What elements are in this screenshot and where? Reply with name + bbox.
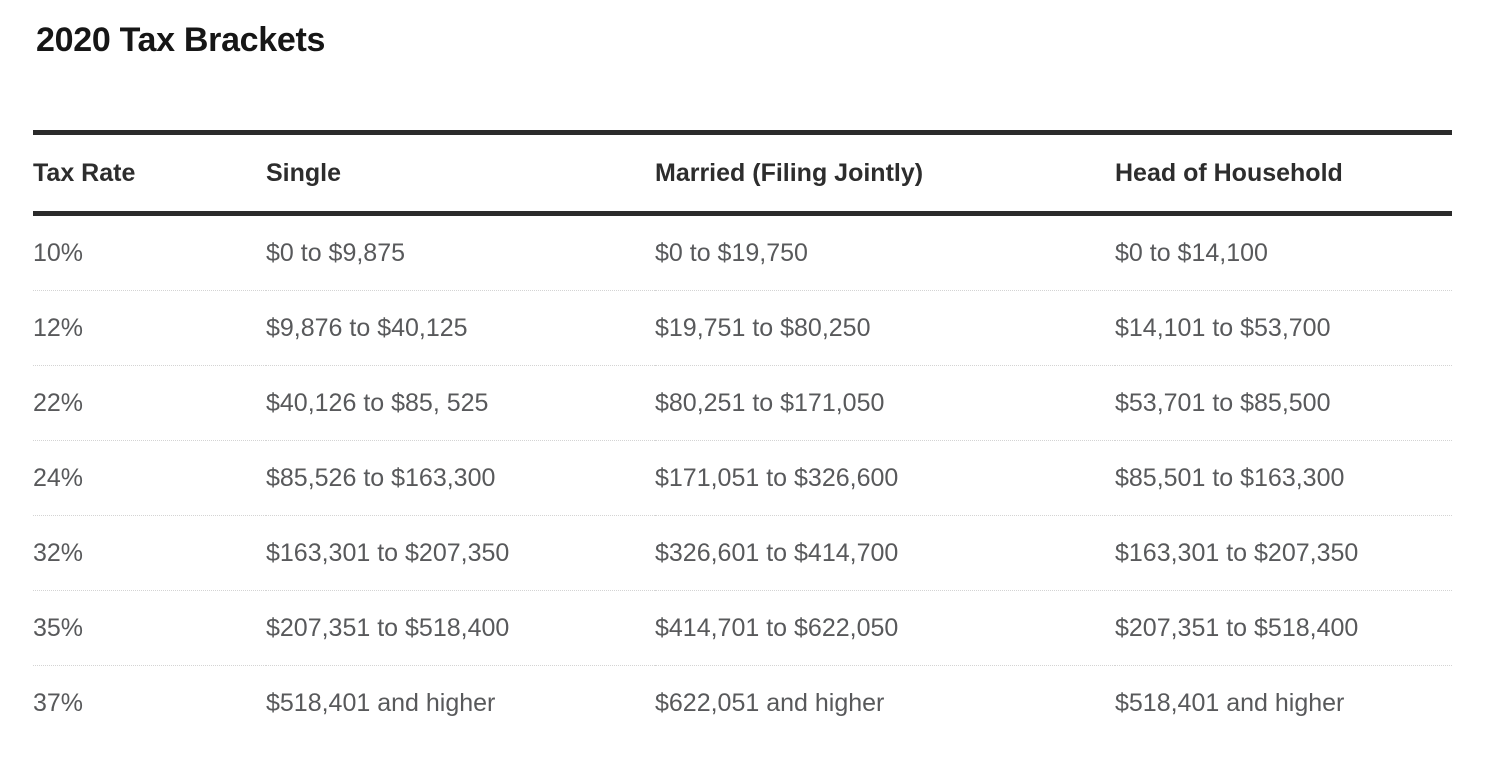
tax-rate-cell: 24% [33,440,266,516]
head-of-household-cell: $14,101 to $53,700 [1115,290,1452,366]
table-row: 32% $163,301 to $207,350 $326,601 to $41… [33,515,1452,591]
column-header-head-of-household: Head of Household [1115,132,1452,216]
single-range-cell: $40,126 to $85, 525 [266,365,655,441]
tax-brackets-table: Tax Rate Single Married (Filing Jointly)… [33,130,1452,740]
head-of-household-cell: $163,301 to $207,350 [1115,515,1452,591]
page-title: 2020 Tax Brackets [36,21,326,59]
head-of-household-cell: $207,351 to $518,400 [1115,590,1452,666]
table-row: 10% $0 to $9,875 $0 to $19,750 $0 to $14… [33,213,1452,291]
table-row: 22% $40,126 to $85, 525 $80,251 to $171,… [33,365,1452,441]
single-range-cell: $163,301 to $207,350 [266,515,655,591]
tax-rate-cell: 12% [33,290,266,366]
head-of-household-cell: $85,501 to $163,300 [1115,440,1452,516]
married-range-cell: $80,251 to $171,050 [655,365,1115,441]
head-of-household-cell: $0 to $14,100 [1115,213,1452,291]
table-row: 12% $9,876 to $40,125 $19,751 to $80,250… [33,290,1452,366]
single-range-cell: $85,526 to $163,300 [266,440,655,516]
head-of-household-cell: $518,401 and higher [1115,688,1345,717]
single-range-cell: $207,351 to $518,400 [266,590,655,666]
tax-rate-cell: 32% [33,515,266,591]
head-of-household-cell: $53,701 to $85,500 [1115,365,1452,441]
tax-rate-cell: 37% [33,688,84,717]
table-body: 10% $0 to $9,875 $0 to $19,750 $0 to $14… [33,213,1452,741]
table-row: 24% $85,526 to $163,300 $171,051 to $326… [33,440,1452,516]
table-row: 35% $207,351 to $518,400 $414,701 to $62… [33,590,1452,666]
tax-rate-cell: 22% [33,365,266,441]
single-range-cell: $0 to $9,875 [266,213,655,291]
column-header-married-filing-jointly: Married (Filing Jointly) [655,132,1115,216]
single-range-cell: $9,876 to $40,125 [266,290,655,366]
married-range-cell: $0 to $19,750 [655,213,1115,291]
tax-rate-cell: 35% [33,590,266,666]
column-header-single: Single [266,132,655,216]
married-range-cell: $414,701 to $622,050 [655,590,1115,666]
column-header-tax-rate: Tax Rate [33,132,266,216]
table-header: Tax Rate Single Married (Filing Jointly)… [33,132,1452,216]
single-range-cell: $518,401 and higher [266,688,496,717]
table-row: 37% $518,401 and higher $622,051 and hig… [33,666,1452,741]
header-row: Tax Rate Single Married (Filing Jointly)… [33,132,1452,216]
married-range-cell: $19,751 to $80,250 [655,290,1115,366]
content-area: 2020 Tax Brackets Tax Rate Single Marrie… [33,21,1452,740]
married-range-cell: $171,051 to $326,600 [655,440,1115,516]
married-range-cell: $326,601 to $414,700 [655,515,1115,591]
tax-rate-cell: 10% [33,213,266,291]
married-range-cell: $622,051 and higher [655,688,885,717]
